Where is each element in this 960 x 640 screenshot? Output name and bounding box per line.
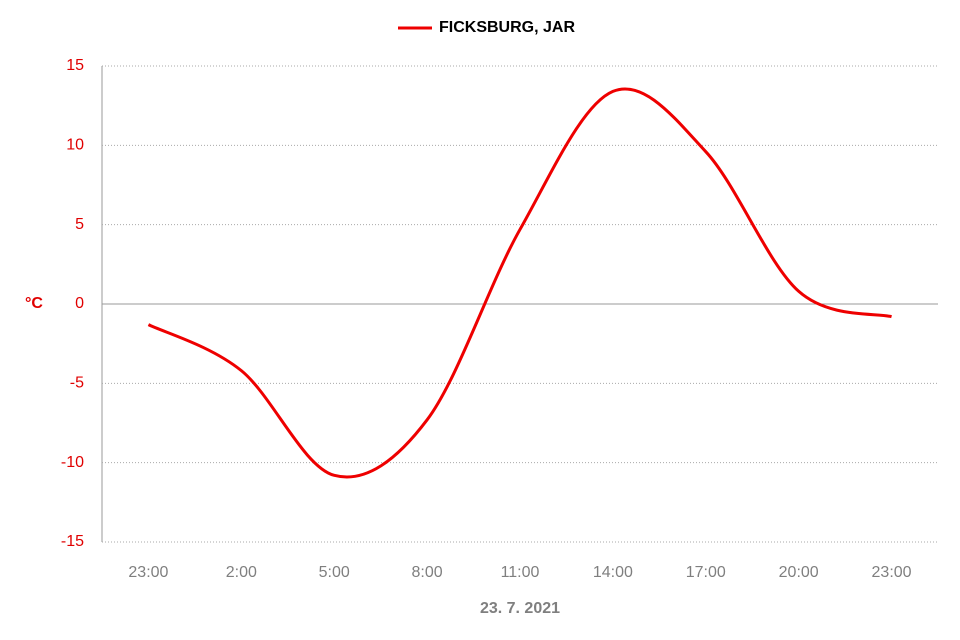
x-tick-label: 14:00	[593, 564, 633, 581]
x-tick-label: 17:00	[686, 564, 726, 581]
x-tick-label: 11:00	[501, 564, 540, 581]
y-tick-label: -15	[61, 533, 84, 550]
y-tick-label: -5	[70, 375, 84, 392]
y-tick-label: 5	[75, 216, 84, 233]
y-tick-label: 0	[75, 295, 84, 312]
y-axis-label: °C	[25, 295, 43, 312]
x-tick-label: 5:00	[319, 564, 350, 581]
y-tick-label: 15	[66, 57, 84, 74]
x-tick-label: 8:00	[412, 564, 443, 581]
legend-label: FICKSBURG, JAR	[439, 19, 575, 36]
x-tick-label: 23:00	[128, 564, 168, 581]
data-line	[147, 87, 892, 479]
x-tick-label: 23:00	[872, 564, 912, 581]
y-tick-label: -10	[61, 454, 84, 471]
x-tick-label: 20:00	[779, 564, 819, 581]
x-axis-label: 23. 7. 2021	[480, 600, 560, 617]
y-tick-label: 10	[66, 137, 84, 154]
x-tick-label: 2:00	[226, 564, 257, 581]
